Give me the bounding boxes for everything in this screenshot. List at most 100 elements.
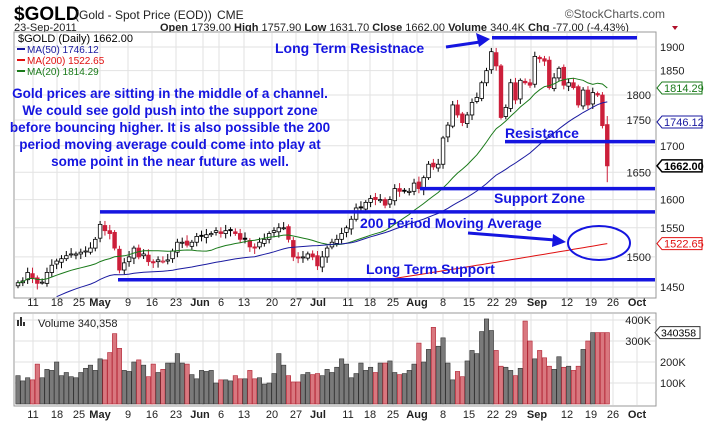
- ohlc-line: Open 1739.00 High 1757.90 Low 1631.70 Cl…: [160, 22, 629, 34]
- y-tick-label: 1700: [660, 141, 684, 153]
- ma50-line: [56, 101, 608, 298]
- candle: [262, 238, 267, 244]
- volume-bar: [54, 361, 60, 405]
- note-line: Gold prices are sitting in the middle of…: [12, 86, 328, 101]
- candle: [513, 82, 518, 101]
- volume-bar: [145, 376, 151, 405]
- candle: [605, 124, 610, 167]
- candle: [242, 237, 248, 240]
- candle: [440, 137, 446, 165]
- volume-bar: [261, 383, 267, 405]
- candle: [547, 59, 552, 89]
- volume-bar: [266, 382, 272, 405]
- volume-bar: [281, 364, 287, 405]
- candle: [102, 225, 108, 232]
- legend-ma50: MA(50) 1746.12: [27, 45, 99, 56]
- candle: [595, 93, 600, 96]
- candle: [474, 97, 480, 102]
- x-tick-label: 23: [170, 297, 182, 309]
- exchange: CME: [217, 8, 244, 22]
- volume-bar: [92, 370, 98, 405]
- volume-bar: [160, 369, 166, 405]
- candle: [73, 253, 79, 256]
- y-tick-label: 1500: [627, 252, 651, 264]
- volume-bar: [343, 363, 349, 405]
- candle: [532, 55, 538, 85]
- volume-bar: [575, 365, 581, 405]
- x-tick-label: 11: [342, 297, 353, 309]
- x-tick-label: May: [89, 297, 111, 309]
- volume-bar: [561, 366, 567, 405]
- x-tick-label: Aug: [406, 409, 427, 421]
- label-long-term-resistance: Long Term Resistnace: [275, 40, 424, 56]
- y-tick-label: 1550: [660, 223, 684, 235]
- volume-bar: [503, 366, 509, 405]
- volume-bar: [34, 363, 40, 405]
- volume-bar: [97, 358, 103, 405]
- candle: [170, 250, 175, 260]
- volume-bar: [170, 362, 176, 405]
- arrow-head-icon: [552, 234, 566, 247]
- volume-bar: [488, 330, 494, 405]
- candle: [35, 277, 40, 284]
- x-tick-label: Jul: [310, 409, 326, 421]
- x-tick-label: 27: [290, 409, 302, 421]
- ma200-price-tag: 1522.65: [656, 237, 704, 251]
- x-tick-label: 25: [73, 409, 85, 421]
- candle: [522, 80, 528, 84]
- y-tick-label: 1800: [627, 90, 651, 102]
- volume-bar: [213, 382, 219, 405]
- x-tick-label: 12: [561, 409, 573, 421]
- candle: [460, 113, 465, 123]
- candle: [508, 82, 513, 109]
- x-tick-label: 27: [290, 297, 302, 309]
- volume-bar: [155, 372, 161, 405]
- volume-bar: [493, 350, 499, 405]
- x-tick-label: 18: [51, 297, 63, 309]
- x-tick-label: 6: [218, 297, 224, 309]
- candle: [561, 66, 566, 86]
- label-200-ma: 200 Period Moving Average: [360, 215, 542, 231]
- volume-bar: [116, 348, 122, 405]
- volume-bar: [353, 373, 359, 405]
- volume-bar: [276, 353, 282, 405]
- volume-bar: [237, 378, 243, 405]
- candle: [368, 198, 373, 203]
- x-tick-label: 9: [125, 297, 131, 309]
- candle: [151, 261, 156, 264]
- candle: [484, 70, 489, 84]
- volume-bar: [256, 377, 262, 405]
- candle: [373, 196, 378, 201]
- x-tick-label: 26: [607, 409, 619, 421]
- x-tick-label: 13: [238, 409, 250, 421]
- symbol: $GOLD: [14, 4, 79, 25]
- note-line: before bouncing higher. It is also possi…: [10, 120, 330, 135]
- arrow-line: [445, 40, 481, 49]
- volume-bar: [295, 381, 301, 405]
- legend-main: $GOLD (Daily) 1662.00: [18, 33, 133, 45]
- volume-bar: [58, 375, 64, 405]
- volume-bar: [179, 362, 185, 405]
- svg-text:1746.12: 1746.12: [664, 117, 704, 129]
- candle: [204, 234, 209, 238]
- y-tick-label: 1900: [660, 42, 684, 54]
- candle: [252, 246, 257, 249]
- candle: [160, 260, 166, 263]
- volume-bar: [580, 349, 586, 405]
- candle: [464, 114, 470, 124]
- volume-bar: [435, 345, 441, 405]
- volume-bar: [469, 350, 475, 405]
- candle: [223, 230, 228, 234]
- candle: [218, 231, 224, 234]
- volume-bar: [334, 366, 340, 405]
- volume-price-tag: 340358: [654, 326, 701, 340]
- arrow-line: [467, 231, 556, 242]
- volume-bar: [15, 375, 21, 405]
- volume-bar: [430, 327, 436, 405]
- candle: [542, 58, 547, 62]
- candle: [518, 79, 523, 100]
- copyright: ©StockCharts.com: [565, 7, 665, 21]
- symbol-desc: (Gold - Spot Price (EOD)): [75, 8, 212, 22]
- candle: [39, 281, 45, 284]
- volume-bar: [174, 353, 180, 405]
